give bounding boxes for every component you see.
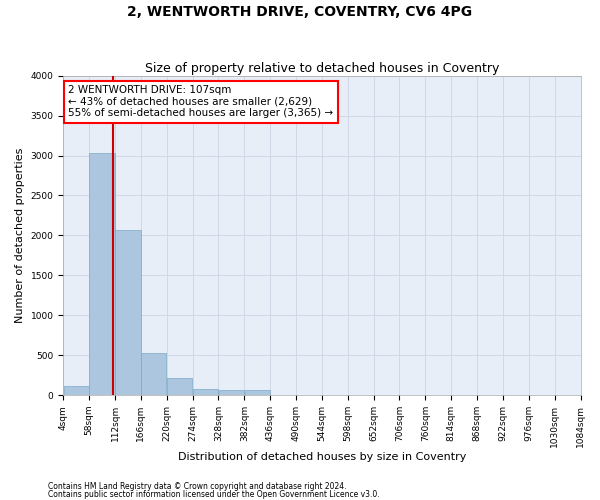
Bar (115, 230, 140, 395)
Title: Size of property relative to detached houses in Coventry: Size of property relative to detached ho… (145, 62, 499, 74)
X-axis label: Distribution of detached houses by size in Coventry: Distribution of detached houses by size … (178, 452, 466, 462)
Text: 2, WENTWORTH DRIVE, COVENTRY, CV6 4PG: 2, WENTWORTH DRIVE, COVENTRY, CV6 4PG (127, 5, 473, 19)
Bar (141, 353, 166, 395)
Bar (218, 390, 244, 395)
Bar (167, 378, 193, 395)
Bar (245, 390, 270, 395)
Bar (193, 388, 218, 395)
Y-axis label: Number of detached properties: Number of detached properties (15, 148, 25, 323)
Text: 2 WENTWORTH DRIVE: 107sqm
← 43% of detached houses are smaller (2,629)
55% of se: 2 WENTWORTH DRIVE: 107sqm ← 43% of detac… (68, 85, 334, 118)
Text: Contains HM Land Registry data © Crown copyright and database right 2024.: Contains HM Land Registry data © Crown c… (48, 482, 347, 491)
Bar (89, 153, 115, 395)
Text: Contains public sector information licensed under the Open Government Licence v3: Contains public sector information licen… (48, 490, 380, 499)
Bar (64, 386, 89, 395)
